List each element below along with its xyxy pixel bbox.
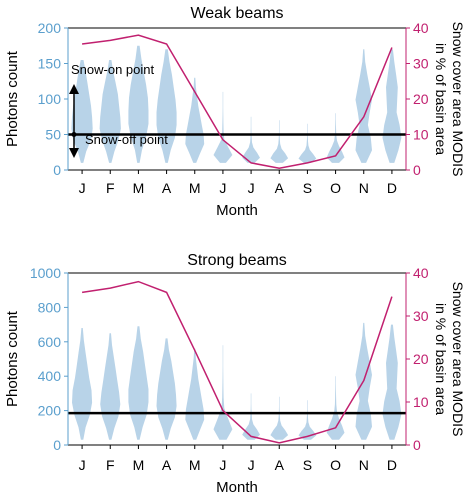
violin-4 xyxy=(185,348,205,440)
violin-5 xyxy=(213,345,233,440)
right-tick-label: 40 xyxy=(413,20,429,36)
violin-1 xyxy=(100,333,121,440)
arrow-up-head xyxy=(69,84,79,94)
x-tick-label: N xyxy=(359,180,369,196)
right-tick-label: 20 xyxy=(413,351,429,367)
right-axis-label: Snow cover area MODIS in % of basin area xyxy=(433,282,466,437)
violin-0 xyxy=(71,60,93,163)
plot-frame xyxy=(67,272,407,446)
snow-cover-line xyxy=(82,34,393,169)
left-tick-label: 400 xyxy=(38,368,62,384)
right-tick-label: 10 xyxy=(413,127,429,143)
x-tick-label: S xyxy=(303,180,312,196)
panel-strong-beams: Strong beams 0 200 400 600 800 1000 0 10 20 30 40… xyxy=(4,252,466,496)
violin-11 xyxy=(382,49,402,163)
violin-9 xyxy=(326,376,345,440)
x-tick-label: J xyxy=(79,457,86,473)
snow-off-label: Snow-off point xyxy=(85,132,168,147)
x-tick-label: O xyxy=(330,457,341,473)
right-tick-label: 40 xyxy=(413,265,429,281)
x-tick-label: N xyxy=(359,457,369,473)
x-tick-label: A xyxy=(275,180,285,196)
x-tick-label: O xyxy=(330,180,341,196)
x-axis-label: Month xyxy=(216,202,258,219)
left-tick-label: 50 xyxy=(45,127,61,143)
x-tick-label: M xyxy=(133,180,145,196)
violin-8 xyxy=(298,400,317,440)
right-axis: 0 10 20 30 40 xyxy=(405,20,429,178)
left-axis-label: Photons count xyxy=(4,310,21,407)
x-axis-label: Month xyxy=(216,479,258,496)
x-tick-label: M xyxy=(189,457,201,473)
snow-cover-line-layer xyxy=(81,280,393,444)
x-tick-label: J xyxy=(219,457,226,473)
x-tick-label: D xyxy=(387,180,397,196)
left-tick-label: 100 xyxy=(38,91,62,107)
right-axis-label-line-2: in % of basin area xyxy=(433,303,449,415)
x-tick-label: J xyxy=(248,457,255,473)
right-tick-label: 30 xyxy=(413,56,429,72)
left-tick-label: 200 xyxy=(38,403,62,419)
right-tick-label: 0 xyxy=(413,437,421,453)
x-tick-label: A xyxy=(275,457,285,473)
violin-2 xyxy=(128,326,149,440)
violin-4 xyxy=(185,77,205,163)
violin-7 xyxy=(270,396,289,440)
right-tick-label: 20 xyxy=(413,91,429,107)
left-tick-label: 0 xyxy=(53,162,61,178)
right-tick-label: 30 xyxy=(413,308,429,324)
violin-11 xyxy=(382,324,402,440)
right-tick-label: 10 xyxy=(413,394,429,410)
violin-6 xyxy=(242,116,260,163)
left-tick-label: 200 xyxy=(38,20,62,36)
snow-on-off-annotation: Snow-on point Snow-off point xyxy=(69,62,168,158)
left-tick-label: 1000 xyxy=(30,265,61,281)
left-axis-label: Photons count xyxy=(4,50,21,147)
x-tick-label: A xyxy=(162,180,172,196)
x-tick-label: F xyxy=(106,180,115,196)
left-tick-label: 150 xyxy=(38,56,62,72)
panel-title: Weak beams xyxy=(190,5,283,22)
left-tick-label: 0 xyxy=(53,437,61,453)
plot-frame xyxy=(67,27,407,171)
right-axis: 0 10 20 30 40 xyxy=(405,265,429,453)
x-tick-label: M xyxy=(189,180,201,196)
violin-0 xyxy=(72,328,93,440)
x-tick-label: F xyxy=(106,457,115,473)
x-tick-label: J xyxy=(79,180,86,196)
violin-3 xyxy=(156,338,177,440)
violin-7 xyxy=(270,120,289,163)
arrow-down-head xyxy=(69,148,79,158)
x-tick-label: D xyxy=(387,457,397,473)
x-tick-label: S xyxy=(303,457,312,473)
violin-5 xyxy=(213,91,233,163)
left-tick-label: 800 xyxy=(38,299,62,315)
right-axis-label-line-1: Snow cover area MODIS xyxy=(450,282,466,437)
snow-on-label: Snow-on point xyxy=(71,62,154,77)
violin-6 xyxy=(242,393,260,440)
snow-cover-line xyxy=(81,280,393,444)
x-tick-label: M xyxy=(133,457,145,473)
x-tick-label: J xyxy=(248,180,255,196)
left-tick-label: 600 xyxy=(38,334,62,350)
right-tick-label: 0 xyxy=(413,162,421,178)
panel-weak-beams: Weak beams 0 50 100 150 200 0 10 20 30 40 J F M A M J… xyxy=(4,5,466,219)
snow-cover-line-layer xyxy=(82,34,393,169)
x-tick-label: A xyxy=(162,457,172,473)
right-axis-label-line-2: in % of basin area xyxy=(433,43,449,155)
x-tick-label: J xyxy=(219,180,226,196)
left-axis: 0 50 100 150 200 xyxy=(38,20,69,178)
right-axis-label-line-1: Snow cover area MODIS xyxy=(450,22,466,177)
violin-10 xyxy=(355,49,372,163)
right-axis-label: Snow cover area MODIS in % of basin area xyxy=(433,22,466,177)
panel-title: Strong beams xyxy=(187,252,287,269)
violin-1 xyxy=(99,60,121,163)
violin-8 xyxy=(298,123,317,163)
left-axis: 0 200 400 600 800 1000 xyxy=(30,265,69,453)
